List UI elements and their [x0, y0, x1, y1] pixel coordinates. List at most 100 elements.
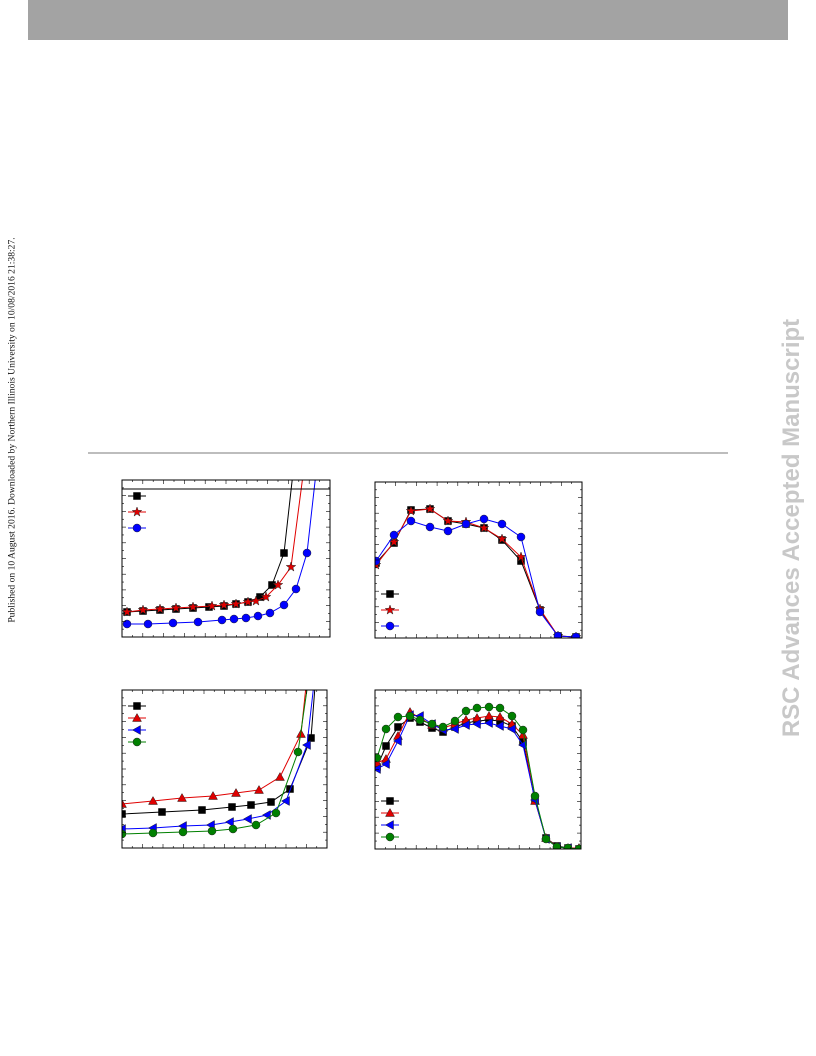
marker: [148, 828, 158, 838]
series-line: [376, 717, 580, 849]
marker: [415, 715, 425, 725]
marker: [496, 533, 508, 544]
marker: [133, 492, 141, 500]
marker: [495, 703, 505, 713]
marker: [381, 724, 391, 734]
marker: [228, 824, 238, 834]
marker: [450, 716, 460, 726]
series-line: [127, 480, 316, 625]
chart: [374, 481, 583, 639]
series-line: [122, 690, 308, 835]
series-line: [126, 480, 303, 613]
marker: [517, 740, 527, 750]
marker: [122, 810, 126, 818]
marker: [518, 725, 528, 735]
marker: [375, 764, 381, 774]
marker: [302, 548, 312, 558]
marker: [574, 844, 581, 849]
series-line: [376, 714, 580, 849]
marker: [280, 796, 290, 806]
plot-frame: [121, 689, 328, 849]
marker: [315, 645, 322, 652]
marker: [279, 600, 289, 610]
marker: [133, 702, 141, 710]
marker: [461, 706, 471, 716]
marker: [217, 615, 227, 625]
plot-area: [122, 644, 322, 839]
marker: [251, 820, 261, 830]
marker: [394, 723, 402, 731]
marker: [218, 599, 230, 610]
marker: [193, 617, 203, 627]
marker: [158, 808, 166, 816]
marker: [497, 519, 507, 529]
marker: [438, 722, 448, 732]
marker: [385, 832, 395, 842]
marker: [268, 581, 276, 589]
marker: [177, 792, 187, 802]
marker: [198, 806, 206, 814]
marker: [253, 611, 263, 621]
series-line: [122, 690, 314, 830]
marker: [231, 787, 241, 797]
plot-area: [375, 702, 581, 849]
marker: [122, 798, 127, 808]
marker: [535, 607, 545, 617]
marker: [424, 503, 436, 514]
marker: [553, 631, 563, 638]
marker: [494, 721, 504, 731]
plot-frame: [374, 481, 583, 639]
marker: [443, 526, 453, 536]
chart: [121, 644, 328, 849]
marker: [541, 834, 551, 844]
marker: [265, 608, 275, 618]
marker: [301, 740, 311, 750]
chart: [374, 689, 582, 850]
series-line: [375, 508, 577, 638]
marker: [571, 632, 581, 638]
marker: [241, 613, 251, 623]
marker: [386, 797, 394, 805]
marker: [385, 621, 395, 631]
header-bar: [28, 0, 788, 40]
series-line: [376, 706, 580, 849]
marker: [208, 790, 218, 800]
series-line: [375, 518, 577, 638]
marker: [425, 522, 435, 532]
marker: [461, 519, 471, 529]
marker: [294, 434, 301, 441]
plot-frame: [374, 689, 582, 850]
marker: [384, 820, 394, 830]
marker: [242, 596, 254, 607]
marker: [207, 826, 217, 836]
marker: [495, 711, 505, 721]
marker: [132, 737, 142, 747]
marker: [131, 725, 141, 735]
plot-area: [375, 503, 582, 638]
marker: [228, 803, 236, 811]
marker: [405, 711, 415, 721]
marker: [384, 604, 396, 615]
marker: [484, 702, 494, 712]
marker: [143, 619, 153, 629]
marker: [392, 736, 402, 746]
marker: [386, 590, 394, 598]
marker: [515, 551, 527, 562]
separator: [88, 452, 728, 454]
marker: [389, 530, 399, 540]
marker: [260, 591, 272, 602]
marker: [375, 753, 382, 763]
marker: [382, 742, 390, 750]
marker: [563, 843, 573, 849]
marker: [229, 614, 239, 624]
marker: [132, 712, 142, 722]
marker: [275, 771, 285, 781]
marker: [306, 644, 315, 652]
marker: [316, 433, 324, 441]
marker: [375, 556, 381, 566]
marker: [271, 808, 281, 818]
marker: [472, 703, 482, 713]
marker: [471, 719, 481, 729]
